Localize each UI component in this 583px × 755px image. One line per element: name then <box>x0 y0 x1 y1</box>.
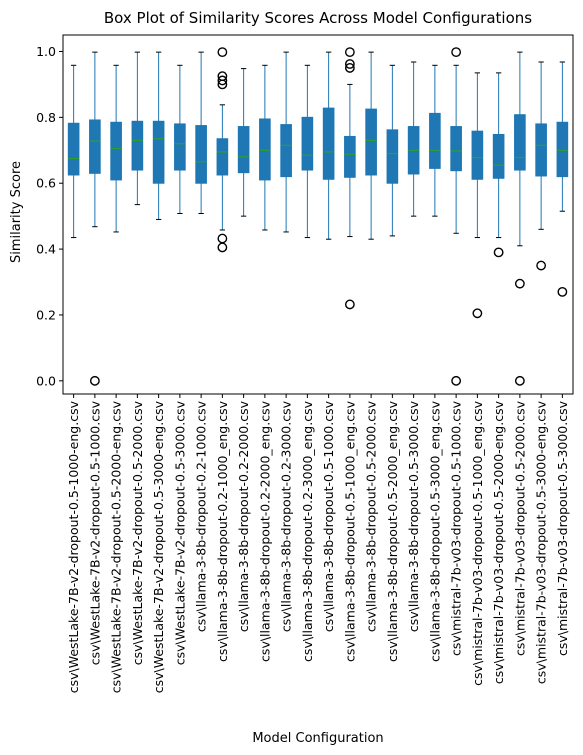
outlier-point <box>344 63 355 73</box>
outlier-point <box>557 286 568 297</box>
outlier-point <box>514 278 525 289</box>
x-tick-label: csv\mistral-7b-v03-dropout-0.5-1000.csv <box>449 400 464 656</box>
box-iqr <box>492 133 505 179</box>
x-tick-label: csv\llama-3-8b-dropout-0.2-3000_eng.csv <box>300 400 315 662</box>
x-tick-label: csv\llama-3-8b-dropout-0.2-1000.csv <box>194 400 209 632</box>
y-axis-label: Similarity Score <box>9 161 24 263</box>
x-tick-label: csv\llama-3-8b-dropout-0.2-1000_eng.csv <box>215 400 230 662</box>
y-tick-label: 0.0 <box>36 373 56 388</box>
box-iqr <box>195 125 207 184</box>
box-iqr <box>216 138 229 176</box>
outlier-point <box>514 375 525 386</box>
x-tick-label: csv\WestLake-7B-v2-dropout-0.5-3000-eng.… <box>151 400 166 693</box>
outlier-point <box>472 308 483 319</box>
outlier-point <box>89 375 100 386</box>
x-tick-label: csv\llama-3-8b-dropout-0.5-3000_eng.csv <box>427 400 442 662</box>
x-axis-label: Model Configuration <box>252 731 383 746</box>
box-iqr <box>365 108 377 176</box>
x-tick-label: csv\WestLake-7B-v2-dropout-0.5-2000-eng.… <box>109 400 124 693</box>
outlier-point <box>217 242 228 253</box>
box-iqr <box>131 120 144 171</box>
box-iqr <box>152 120 165 184</box>
x-tick-label: csv\llama-3-8b-dropout-0.2-3000.csv <box>279 400 294 632</box>
x-tick-label: csv\llama-3-8b-dropout-0.5-2000_eng.csv <box>385 400 400 662</box>
x-tick-label: csv\WestLake-7B-v2-dropout-0.5-1000-eng.… <box>66 400 81 693</box>
x-tick-label: csv\mistral-7b-v03-dropout-0.5-1000_eng.… <box>470 400 485 685</box>
y-tick-label: 0.4 <box>36 242 56 257</box>
x-tick-label: csv\WestLake-7B-v2-dropout-0.5-2000.csv <box>130 400 145 665</box>
box-iqr <box>174 123 186 171</box>
box-iqr <box>450 126 462 172</box>
box-iqr <box>322 107 335 180</box>
box-iqr <box>67 122 80 176</box>
box-iqr <box>386 129 399 184</box>
x-tick-label: csv\llama-3-8b-dropout-0.5-1000_eng.csv <box>342 400 357 662</box>
outlier-point <box>344 47 355 58</box>
box-iqr <box>280 124 292 178</box>
x-tick-label: csv\llama-3-8b-dropout-0.2-2000.csv <box>236 400 251 632</box>
y-tick-label: 1.0 <box>36 44 56 59</box>
box-iqr <box>471 130 484 180</box>
x-tick-label: csv\mistral-7b-v03-dropout-0.5-3000-eng.… <box>534 400 549 684</box>
outlier-point <box>344 59 355 69</box>
outlier-point <box>451 375 462 386</box>
x-tick-label: csv\mistral-7b-v03-dropout-0.5-2000-eng.… <box>491 400 506 684</box>
y-tick-label: 0.6 <box>36 176 56 191</box>
outlier-point <box>536 260 547 271</box>
box-iqr <box>237 126 250 174</box>
outlier-point <box>217 79 228 90</box>
outlier-point <box>451 47 462 58</box>
x-tick-label: csv\llama-3-8b-dropout-0.2-2000_eng.csv <box>257 400 272 662</box>
x-tick-label: csv\llama-3-8b-dropout-0.5-3000.csv <box>406 400 421 632</box>
box-iqr <box>89 119 101 174</box>
y-tick-label: 0.8 <box>36 110 56 125</box>
chart-title: Box Plot of Similarity Scores Across Mod… <box>104 9 532 27</box>
plot-frame <box>62 34 574 395</box>
outlier-point <box>344 299 355 310</box>
x-tick-label: csv\llama-3-8b-dropout-0.5-2000.csv <box>364 400 379 632</box>
box-iqr <box>344 135 356 178</box>
box-iqr <box>514 114 526 171</box>
x-tick-label: csv\WestLake-7B-v2-dropout-0.5-1000.csv <box>87 400 102 665</box>
box-iqr <box>535 123 547 177</box>
box-iqr <box>429 112 441 169</box>
box-iqr <box>556 121 569 178</box>
x-tick-label: csv\llama-3-8b-dropout-0.5-1000.csv <box>321 400 336 632</box>
outlier-point <box>217 47 228 58</box>
y-tick-label: 0.2 <box>36 307 56 322</box>
x-tick-label: csv\WestLake-7B-v2-dropout-0.5-3000.csv <box>172 400 187 665</box>
box-iqr <box>259 118 271 181</box>
x-tick-label: csv\mistral-7b-v03-dropout-0.5-3000.csv <box>555 400 570 656</box>
x-tick-label: csv\mistral-7b-v03-dropout-0.5-2000.csv <box>512 400 527 656</box>
box-iqr <box>110 121 122 181</box>
box-iqr <box>301 116 314 171</box>
outlier-point <box>217 75 228 86</box>
outlier-point <box>493 247 504 258</box>
